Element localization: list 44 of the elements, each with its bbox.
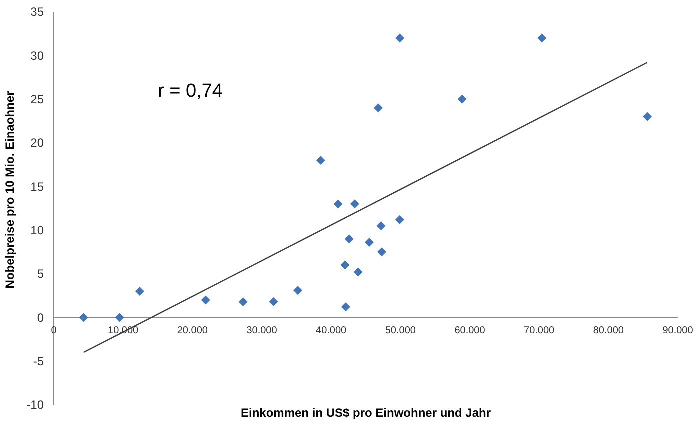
x-tick-label: 50.000: [385, 326, 416, 337]
y-tick-label: 5: [37, 267, 44, 282]
annotation: r = 0,74: [158, 81, 224, 102]
point: [238, 297, 248, 306]
x-tick-label: 80.000: [593, 326, 624, 337]
point: [115, 313, 124, 322]
y-tick-label: 20: [30, 136, 44, 150]
y-tick-label: 25: [30, 92, 44, 107]
point: [334, 200, 343, 209]
y-axis-title: Nobelpreise pro 10 Mio. Einaohner: [3, 90, 17, 289]
x-tick-label: 20.000: [177, 326, 208, 337]
point: [269, 297, 278, 306]
point: [341, 302, 350, 312]
y-tick-label: 10: [30, 224, 44, 238]
x-tick-label: 60.000: [454, 326, 486, 337]
point: [377, 248, 386, 257]
point: [354, 268, 363, 277]
point: [340, 260, 350, 270]
point: [344, 234, 354, 244]
point: [376, 221, 386, 230]
point: [364, 238, 374, 248]
y-tick-label: 15: [30, 180, 44, 194]
y-tick-label: -5: [33, 354, 44, 369]
point: [316, 156, 326, 165]
point: [79, 313, 88, 322]
point: [642, 112, 652, 122]
point: [135, 286, 144, 296]
point: [350, 200, 360, 209]
y-tick-label: 30: [30, 48, 44, 63]
point: [294, 286, 303, 296]
x-axis-title: Einkommen in US$ pro Einwohner und Jahr: [240, 406, 492, 420]
x-tick-label: 30.000: [246, 326, 278, 337]
y-tick-label: 0: [37, 310, 44, 325]
point: [538, 34, 547, 43]
y-tick-label: -10: [26, 398, 44, 412]
x-tick-label: 90.000: [662, 326, 694, 337]
point: [395, 34, 404, 43]
point: [395, 215, 404, 224]
point: [458, 94, 467, 104]
x-tick-label: 70.000: [524, 326, 556, 337]
point: [374, 104, 383, 113]
y-tick-label: 35: [30, 5, 44, 20]
x-tick-label: 40.000: [316, 326, 348, 337]
point: [201, 296, 210, 305]
